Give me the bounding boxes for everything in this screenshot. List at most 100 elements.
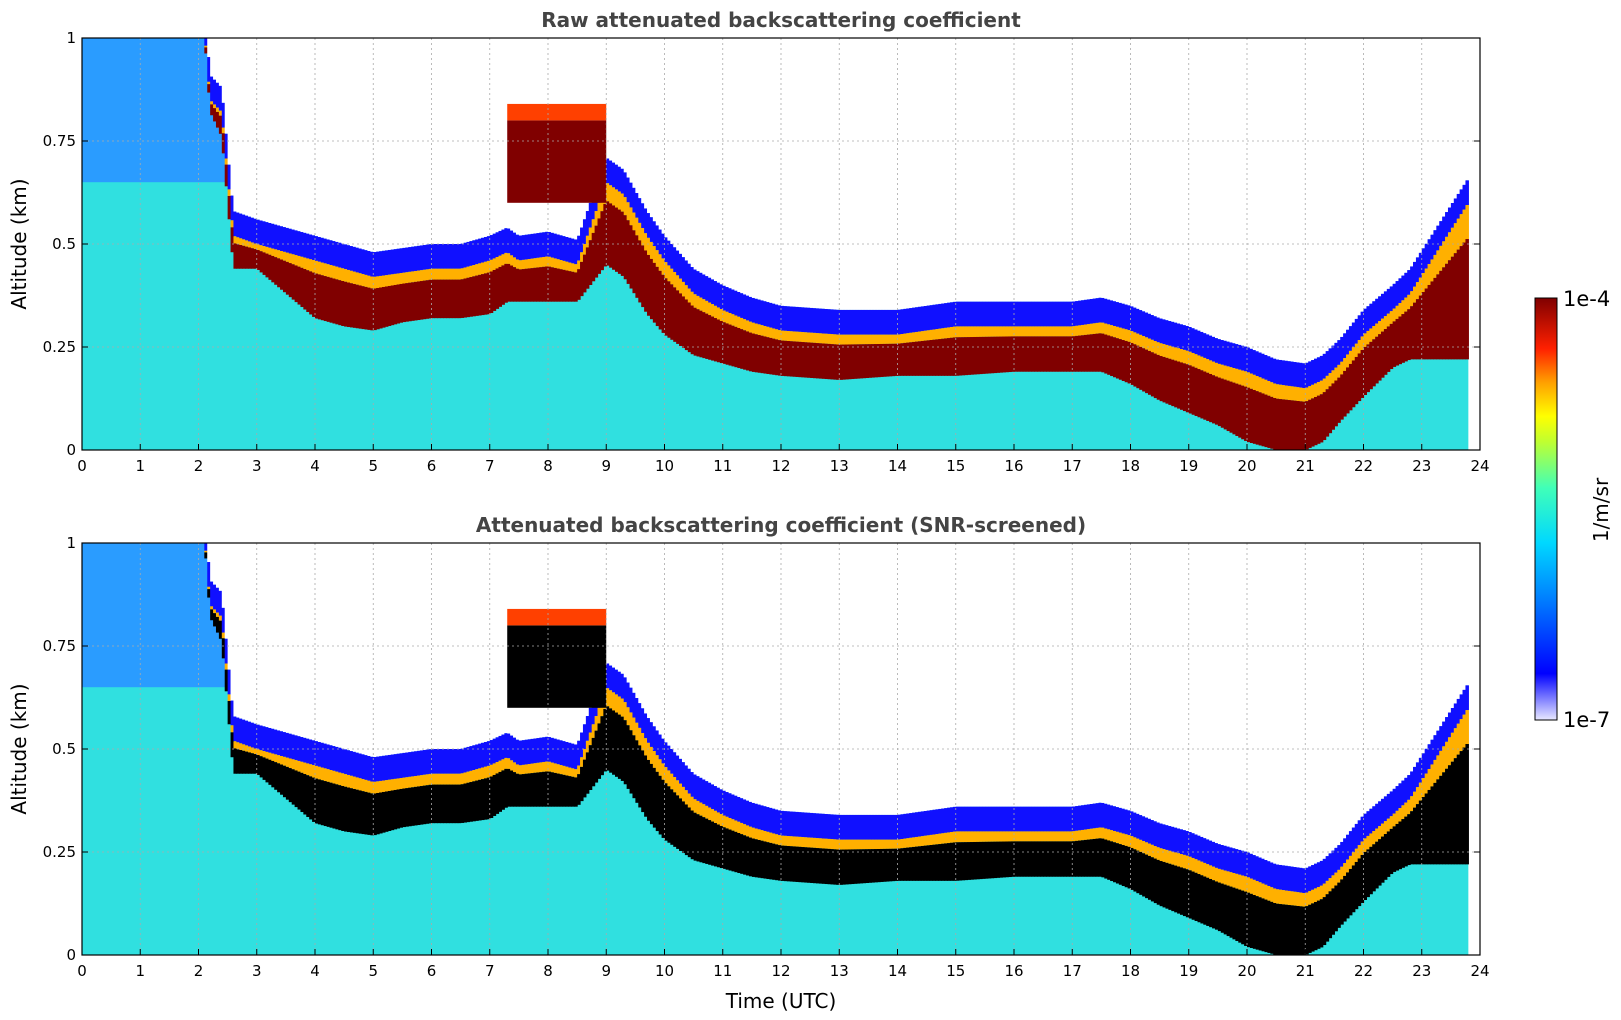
layer-margin-cell [559, 260, 564, 270]
cloud-layer-cell [1255, 391, 1260, 445]
layer-edge-cell [1203, 333, 1207, 358]
layer-edge-cell [434, 749, 438, 774]
no-signal-cell [355, 38, 360, 248]
cloud-layer-cell [1316, 395, 1321, 444]
cloud-layer-cell [277, 258, 281, 288]
no-signal-cell [603, 38, 607, 162]
layer-edge-cell [1005, 301, 1009, 327]
layer-edge-cell [955, 806, 960, 832]
layer-margin-cell [1194, 859, 1199, 873]
layer-margin-cell [711, 809, 715, 822]
layer-margin-cell [970, 831, 974, 843]
layer-margin-cell [1337, 869, 1341, 883]
layer-margin-cell [1407, 294, 1411, 310]
layer-edge-cell [1066, 806, 1070, 832]
cloud-layer-cell [454, 784, 459, 824]
cloud-layer-cell [664, 278, 669, 336]
cloud-layer-cell [906, 847, 910, 881]
no-signal-cell [1346, 543, 1350, 835]
cloud-layer-cell [696, 814, 701, 862]
no-signal-cell [1028, 38, 1033, 302]
layer-margin-cell [280, 756, 284, 765]
no-signal-cell [361, 38, 366, 250]
layer-margin-cell [594, 716, 599, 731]
layer-edge-cell [708, 782, 712, 808]
elevated-layer-edge [507, 608, 607, 626]
no-signal-cell [821, 38, 826, 309]
layer-margin-cell [1418, 277, 1423, 296]
no-signal-cell [740, 543, 744, 799]
cloud-layer-cell [705, 313, 709, 359]
layer-margin-cell [591, 724, 596, 738]
layer-edge-cell [1284, 360, 1289, 386]
layer-margin-cell [655, 250, 660, 267]
no-signal-cell [1229, 543, 1234, 848]
cloud-layer-cell [515, 773, 520, 807]
layer-margin-cell [614, 694, 619, 713]
no-signal-cell [914, 543, 919, 813]
layer-edge-cell [347, 750, 351, 775]
no-signal-cell [999, 543, 1003, 807]
layer-edge-cell [207, 57, 211, 82]
no-signal-cell [862, 543, 867, 815]
cloud-layer-cell [1418, 800, 1423, 865]
layer-edge-cell [1290, 866, 1295, 892]
layer-edge-cell [830, 309, 835, 335]
cloud-layer-cell [1057, 841, 1062, 877]
layer-edge-cell [705, 276, 709, 301]
layer-edge-cell [1232, 343, 1236, 369]
cloud-layer-cell [510, 265, 514, 302]
layer-margin-cell [521, 259, 526, 270]
layer-margin-cell [623, 702, 628, 721]
cloud-layer-cell [443, 279, 447, 319]
no-signal-cell [1194, 543, 1199, 835]
cloud-layer-cell [513, 772, 517, 807]
layer-edge-cell [1104, 298, 1108, 324]
layer-edge-cell [481, 237, 485, 263]
layer-edge-cell [568, 742, 572, 768]
no-signal-cell [746, 38, 750, 296]
layer-edge-cell [1267, 861, 1271, 886]
no-signal-cell [1054, 38, 1059, 302]
layer-edge-cell [1261, 353, 1266, 379]
layer-margin-cell [221, 127, 226, 134]
cloud-layer-cell [1244, 891, 1248, 946]
cloud-layer-cell [944, 338, 948, 376]
cloud-layer-cell [256, 755, 261, 775]
no-signal-cell [711, 38, 715, 280]
layer-margin-cell [702, 804, 706, 818]
cloud-layer-cell [1191, 871, 1196, 920]
cloud-layer-cell [446, 784, 450, 824]
no-signal-cell [1284, 38, 1289, 361]
layer-margin-cell [600, 194, 604, 212]
no-signal-cell [1316, 38, 1321, 358]
layer-edge-cell [772, 808, 776, 834]
cloud-layer-cell [1040, 841, 1044, 877]
layer-edge-cell [565, 236, 569, 262]
no-signal-cell [795, 543, 800, 812]
layer-edge-cell [481, 742, 485, 768]
layer-edge-cell [1369, 808, 1373, 834]
cloud-layer-cell [571, 776, 575, 807]
layer-margin-cell [1037, 831, 1041, 842]
no-signal-cell [845, 38, 849, 310]
cloud-layer-cell [996, 841, 1001, 878]
layer-edge-cell [530, 738, 535, 764]
no-signal-cell [690, 38, 695, 268]
layer-edge-cell [1171, 826, 1175, 852]
layer-edge-cell [291, 734, 296, 760]
panel-title: Attenuated backscattering coefficient (S… [476, 513, 1086, 537]
layer-edge-cell [979, 806, 983, 832]
layer-edge-cell [845, 309, 849, 335]
cloud-layer-cell [1180, 867, 1184, 915]
cloud-layer-cell [641, 245, 645, 308]
layer-margin-cell [1302, 387, 1306, 402]
layer-edge-cell [999, 301, 1003, 327]
cloud-layer-cell [475, 780, 479, 821]
no-signal-cell [1051, 38, 1056, 302]
layer-margin-cell [813, 332, 817, 343]
layer-margin-cell [326, 769, 331, 782]
layer-margin-cell [722, 815, 727, 828]
cloud-layer-cell [874, 344, 878, 378]
layer-edge-cell [355, 247, 360, 273]
